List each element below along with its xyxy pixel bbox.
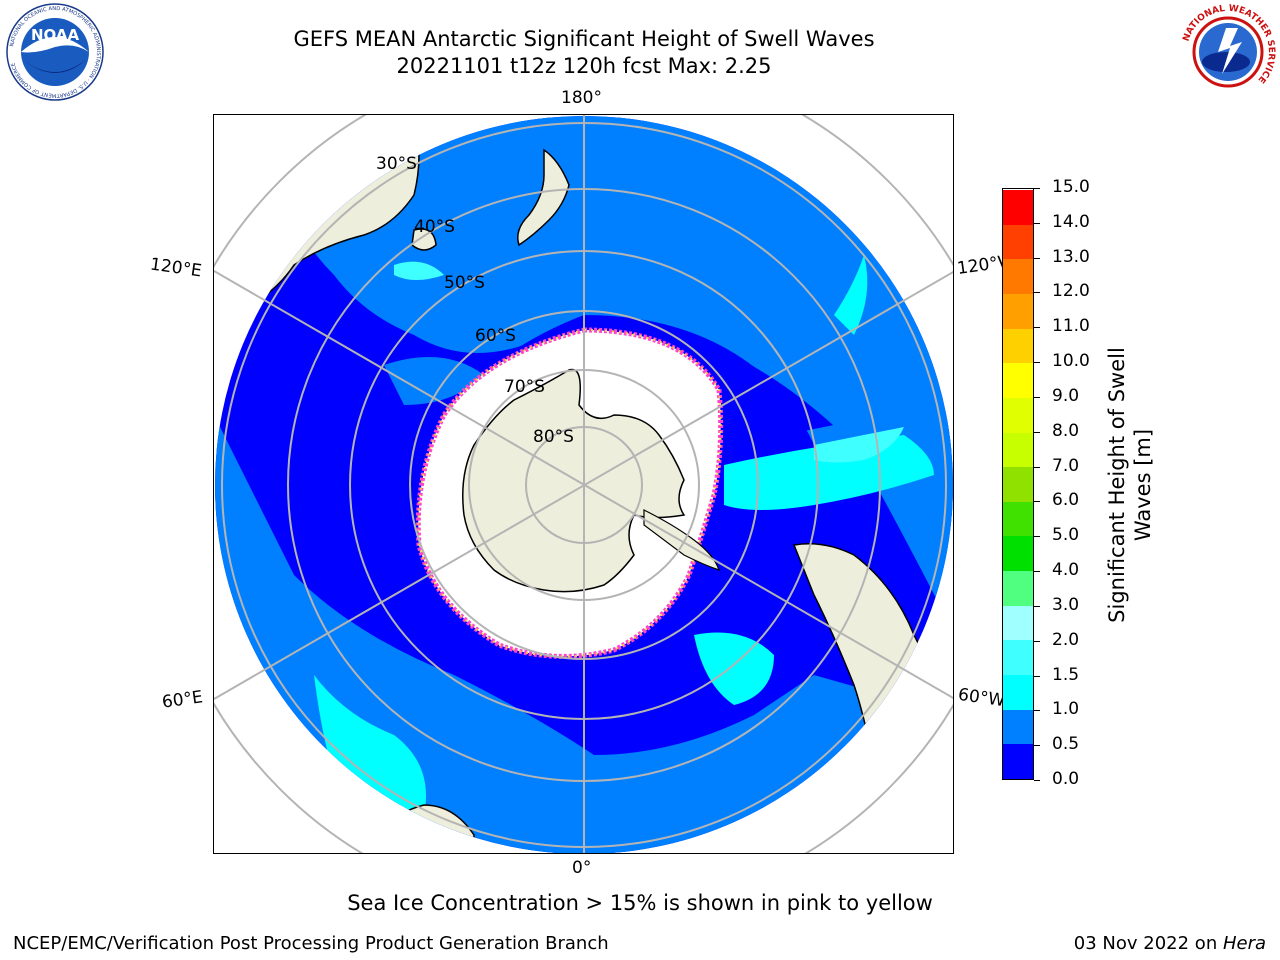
colorbar-tick-label: 14.0: [1052, 211, 1090, 232]
land-tasmania: [411, 228, 437, 251]
colorbar-tick-mark: [1034, 605, 1040, 607]
colorbar-segment: [1003, 432, 1033, 468]
colorbar-tick-mark: [1034, 640, 1040, 642]
colorbar-tick-label: 15.0: [1052, 177, 1090, 197]
colorbar-tick-mark: [1034, 292, 1040, 294]
lat-label-70s: 70°S: [504, 377, 545, 397]
colorbar: [1002, 188, 1034, 780]
colorbar-tick-label: 5.0: [1052, 525, 1080, 546]
colorbar-segment: [1003, 535, 1033, 572]
noaa-logo: NOAA NATIONAL OCEANIC AND ATMOSPHERIC AD…: [6, 3, 104, 101]
colorbar-tick-label: 0.5: [1052, 734, 1080, 755]
colorbar-segment: [1003, 293, 1033, 329]
footer-machine: Hera: [1222, 933, 1266, 954]
colorbar-tick-label: 9.0: [1052, 385, 1080, 406]
colorbar-segment: [1003, 674, 1033, 710]
colorbar-segment: [1003, 466, 1033, 502]
colorbar-segment: [1003, 397, 1033, 433]
map-title: GEFS MEAN Antarctic Significant Height o…: [293, 27, 875, 51]
colorbar-tick-mark: [1034, 257, 1040, 259]
colorbar-tick-label: 11.0: [1052, 316, 1090, 337]
colorbar-tick-label: 10.0: [1052, 351, 1090, 372]
polar-map-canvas: 30°S 40°S 50°S 60°S 70°S 80°S: [214, 115, 953, 853]
colorbar-tick-mark: [1034, 501, 1040, 503]
graticule: [214, 115, 953, 853]
colorbar-label-line2: Waves [m]: [1131, 428, 1155, 542]
colorbar-segment: [1003, 639, 1033, 676]
lat-label-30s: 30°S: [376, 154, 417, 174]
colorbar-tick-label: 7.0: [1052, 455, 1080, 476]
colorbar-tick-label: 2.0: [1052, 629, 1080, 650]
land-madagascar: [215, 764, 295, 837]
colorbar-tick-mark: [1034, 745, 1040, 747]
colorbar-label: Significant Height of Swell Waves [m]: [1104, 315, 1156, 655]
lon-label-0: 0°: [572, 858, 592, 878]
lat-label-60s: 60°S: [475, 326, 516, 346]
meridian-60e-120w: [214, 271, 953, 700]
colorbar-tick-mark: [1034, 222, 1040, 224]
colorbar-segment: [1003, 501, 1033, 537]
colorbar-tick-mark: [1034, 362, 1040, 364]
colorbar-tick-label: 13.0: [1052, 246, 1090, 267]
colorbar-segment: [1003, 189, 1033, 225]
colorbar-segment: [1003, 743, 1033, 779]
lon-label-60e: 60°E: [160, 687, 205, 713]
swell-band-1.5-2.0: [394, 261, 904, 463]
colorbar-tick-label: 12.0: [1052, 281, 1090, 302]
colorbar-segment: [1003, 328, 1033, 364]
colorbar-tick-mark: [1034, 466, 1040, 468]
lat-label-40s: 40°S: [414, 217, 455, 237]
map-subtitle: 20221101 t12z 120h fcst Max: 2.25: [396, 54, 772, 78]
colorbar-segment: [1003, 605, 1033, 641]
colorbar-tick-mark: [1034, 188, 1040, 189]
swell-band-1.0-1.5: [314, 255, 934, 823]
colorbar-segment: [1003, 362, 1033, 398]
lon-label-120e: 120°E: [148, 254, 203, 282]
colorbar-tick-label: 6.0: [1052, 490, 1080, 511]
footer-date: 03 Nov 2022 on Hera: [1074, 933, 1266, 954]
colorbar-tick-label: 0.0: [1052, 769, 1080, 789]
colorbar-tick-mark: [1034, 327, 1040, 329]
colorbar-tick-mark: [1034, 675, 1040, 677]
polar-map: 30°S 40°S 50°S 60°S 70°S 80°S: [213, 114, 954, 854]
colorbar-segment: [1003, 258, 1033, 294]
colorbar-segment: [1003, 570, 1033, 606]
colorbar-tick-label: 8.0: [1052, 420, 1080, 441]
lat-label-80s: 80°S: [533, 427, 574, 447]
colorbar-tick-mark: [1034, 396, 1040, 398]
footer-date-text: 03 Nov 2022 on: [1073, 933, 1223, 954]
colorbar-segment: [1003, 224, 1033, 260]
svg-text:NOAA: NOAA: [31, 26, 80, 44]
lon-label-180: 180°: [561, 88, 602, 108]
colorbar-tick-label: 4.0: [1052, 560, 1080, 581]
colorbar-tick-mark: [1034, 710, 1040, 712]
lat-label-50s: 50°S: [444, 273, 485, 293]
footer-organization: NCEP/EMC/Verification Post Processing Pr…: [13, 933, 609, 954]
sea-ice-edge-yellow: [417, 328, 722, 658]
lon-label-60w: 60°W: [956, 684, 1007, 712]
colorbar-label-line1: Significant Height of Swell: [1105, 347, 1129, 623]
land-new-zealand: [517, 148, 570, 247]
land-antarctica: [462, 368, 686, 593]
colorbar-tick-label: 1.0: [1052, 699, 1080, 720]
colorbar-tick-label: 1.5: [1052, 664, 1080, 685]
colorbar-tick-mark: [1034, 780, 1040, 781]
nws-logo: NATIONAL WEATHER SERVICE: [1180, 4, 1276, 100]
colorbar-tick-mark: [1034, 431, 1040, 433]
colorbar-tick-mark: [1034, 536, 1040, 538]
colorbar-tick-mark: [1034, 571, 1040, 573]
sea-ice-note: Sea Ice Concentration > 15% is shown in …: [347, 891, 933, 915]
colorbar-tick-label: 3.0: [1052, 594, 1080, 615]
colorbar-segment: [1003, 709, 1033, 745]
